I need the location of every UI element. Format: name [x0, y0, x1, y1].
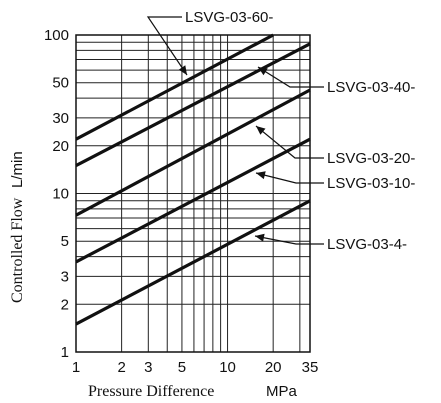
leader-line [255, 172, 324, 184]
series-line [75, 33, 274, 141]
series-lines [75, 33, 311, 326]
y-tick-label: 50 [52, 75, 69, 92]
leader-line [146, 16, 188, 76]
series-line [75, 137, 311, 264]
leader-line [254, 235, 324, 245]
legend-labels: LSVG-03-60- LSVG-03-40- LSVG-03-20- LSVG-03… [185, 9, 415, 253]
legend-leaders [146, 16, 324, 245]
grid [75, 34, 311, 353]
series-label: LSVG-03-4- [327, 236, 407, 253]
leader-arrowhead [256, 126, 266, 135]
leader-line [257, 66, 324, 88]
y-tick-label: 100 [44, 27, 69, 44]
series-label: LSVG-03-60- [185, 9, 273, 26]
series-label: LSVG-03-10- [327, 175, 415, 192]
x-tick-label: 5 [178, 359, 186, 376]
x-tick-label: 10 [219, 359, 236, 376]
leader-line [255, 125, 324, 159]
x-tick-label: 1 [72, 359, 80, 376]
y-tick-label: 2 [61, 296, 69, 313]
y-tick-label: 3 [61, 268, 69, 285]
series-line [75, 42, 311, 168]
x-axis-unit: MPa [266, 383, 298, 400]
x-tick-label: 35 [302, 359, 319, 376]
series-line [75, 199, 311, 326]
y-tick-label: 5 [61, 233, 69, 250]
y-tick-label: 20 [52, 138, 69, 155]
y-axis-title: Controlled Flow [9, 197, 26, 303]
y-tick-label: 30 [52, 110, 69, 127]
y-tick-label: 10 [52, 186, 69, 203]
x-tick-label: 3 [144, 359, 152, 376]
y-tick-label: 1 [61, 344, 69, 361]
x-tick-label: 20 [265, 359, 282, 376]
plot-frame [75, 34, 311, 353]
x-tick-label: 2 [117, 359, 125, 376]
leader-arrowhead [258, 67, 268, 76]
leader-arrowhead [256, 171, 266, 180]
series-label: LSVG-03-20- [327, 150, 415, 167]
series-label: LSVG-03-40- [327, 79, 415, 96]
y-axis-unit: L/min [9, 151, 26, 188]
leader-arrowhead [178, 65, 187, 75]
leader-arrowhead [255, 233, 265, 242]
series-line [75, 88, 311, 217]
x-axis-title: Pressure Difference [88, 383, 214, 400]
